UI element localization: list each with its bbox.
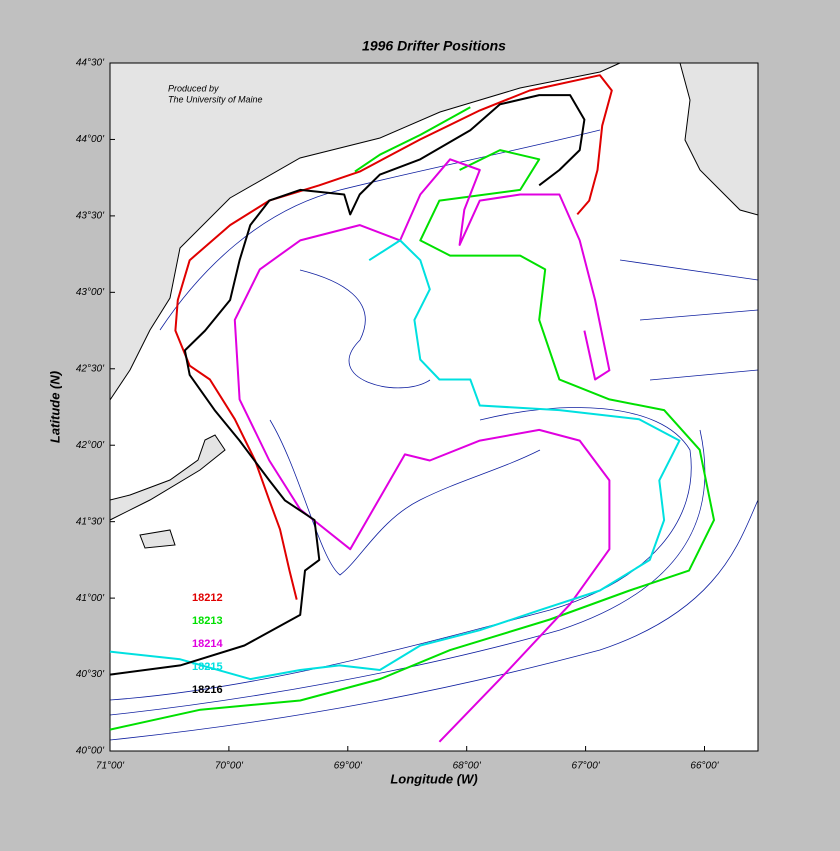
y-tick-label: 41°00' xyxy=(76,593,105,604)
annotation: Produced by xyxy=(168,83,219,93)
y-tick-label: 43°00' xyxy=(76,287,105,298)
isobath xyxy=(269,419,541,576)
y-axis-label: Latitude (N) xyxy=(47,371,62,443)
x-tick-label: 69°00' xyxy=(334,761,363,772)
land-cape-cod xyxy=(109,434,226,521)
isobath xyxy=(619,259,759,381)
y-tick-label: 40°00' xyxy=(76,746,105,757)
legend-entry: 18212 xyxy=(192,592,223,604)
isobaths xyxy=(109,129,759,741)
isobath xyxy=(159,129,601,331)
chart-title: 1996 Drifter Positions xyxy=(362,38,506,54)
y-tick-label: 40°30' xyxy=(76,669,105,680)
x-tick-label: 68°00' xyxy=(453,761,482,772)
y-tick-label: 44°00' xyxy=(76,134,105,145)
y-tick-label: 42°00' xyxy=(76,440,105,451)
land-maine xyxy=(109,62,621,402)
legend-entry: 18213 xyxy=(192,615,223,627)
y-tick-label: 44°30' xyxy=(76,58,105,69)
y-tick-label: 43°30' xyxy=(76,211,105,222)
x-tick-label: 71°00' xyxy=(96,761,125,772)
x-tick-label: 67°00' xyxy=(572,761,601,772)
y-tick-label: 42°30' xyxy=(76,363,105,374)
land-island xyxy=(139,529,176,549)
x-tick-label: 70°00' xyxy=(215,761,244,772)
drifter-track xyxy=(109,239,681,681)
x-axis-label: Longitude (W) xyxy=(390,771,477,786)
drifter-track xyxy=(174,74,613,600)
legend-entry: 18216 xyxy=(192,684,223,696)
drifter-track xyxy=(109,94,586,676)
y-tick-label: 41°30' xyxy=(76,516,105,527)
annotation: The University of Maine xyxy=(168,94,263,104)
drifter-track xyxy=(233,158,611,743)
x-tick-label: 66°00' xyxy=(690,761,719,772)
legend-entry: 18214 xyxy=(192,638,223,650)
isobath xyxy=(299,269,431,389)
plot-frame xyxy=(109,62,759,752)
legend-entry: 18215 xyxy=(192,661,223,673)
isobath xyxy=(109,499,759,741)
drifter-track xyxy=(109,106,715,731)
